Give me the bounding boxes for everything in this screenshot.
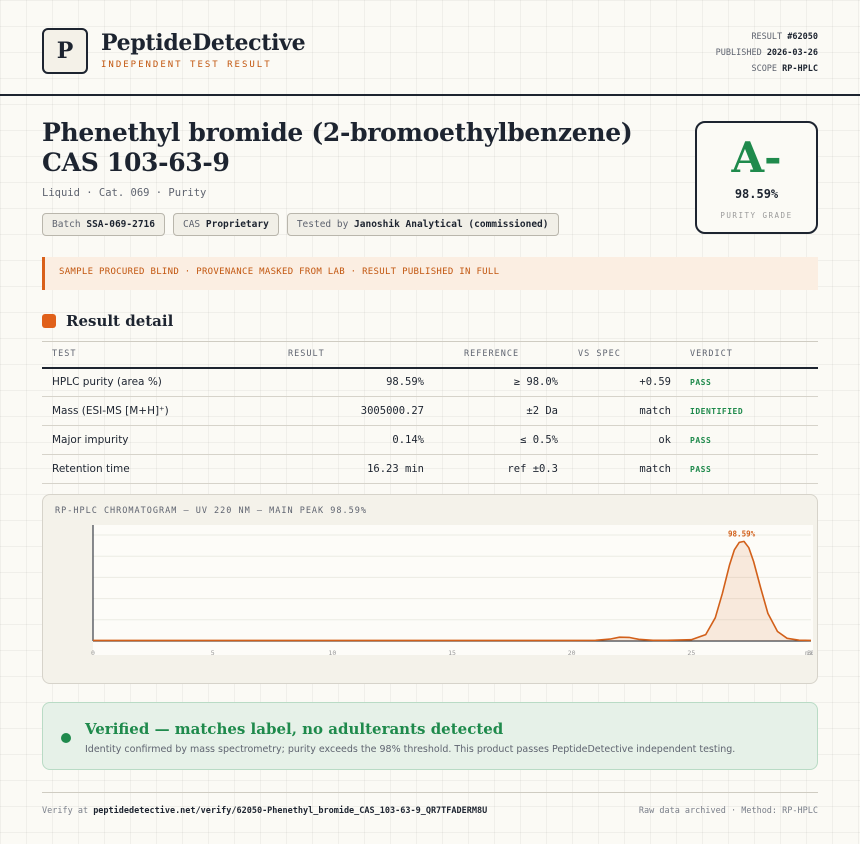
- product-title: Phenethyl bromide (2-bromoethylbenzene) …: [42, 118, 652, 178]
- footer-divider: [42, 792, 818, 793]
- table-row: Mass (ESI-MS [M+H]⁺) 3005000.27 ±2 Da ma…: [42, 396, 818, 426]
- col-verdict: VERDICT: [671, 341, 818, 369]
- footer-verify: Verify at peptidedetective.net/verify/62…: [42, 806, 487, 816]
- verdict-badge: PASS: [690, 378, 712, 388]
- cell-test: Retention time: [42, 454, 282, 484]
- scope-row: SCOPE RP-HPLC: [716, 61, 818, 77]
- chromatogram-chart: 0 5 10 15 20 25 30min 98.59%: [91, 525, 813, 657]
- grade-label: PURITY GRADE: [720, 211, 793, 220]
- table-row: Retention time 16.23 min ref ±0.3 match …: [42, 454, 818, 484]
- col-result: RESULT: [282, 341, 424, 369]
- grade-letter: A-: [731, 133, 782, 182]
- chip-value: Proprietary: [205, 219, 269, 230]
- chromatogram-area: [93, 541, 811, 641]
- product-subline: Liquid · Cat. 069 · Purity: [42, 187, 207, 199]
- section-title: Result detail: [42, 312, 173, 330]
- chip-value: Janoshik Analytical (commissioned): [354, 219, 549, 230]
- footer-method: Raw data archived · Method: RP-HPLC: [638, 806, 818, 816]
- table-header-row: TEST RESULT REFERENCE VS SPEC VERDICT: [42, 341, 818, 369]
- verified-dot-icon: [61, 733, 71, 743]
- scope-value: RP-HPLC: [782, 64, 818, 74]
- procurement-notice: SAMPLE PROCURED BLIND · PROVENANCE MASKE…: [42, 257, 818, 290]
- col-test: TEST: [42, 341, 282, 369]
- verify-link[interactable]: peptidedetective.net/verify/62050-Phenet…: [93, 806, 488, 816]
- col-vs-spec: VS SPEC: [558, 341, 671, 369]
- brand-logo[interactable]: P: [42, 28, 88, 74]
- cell-test: HPLC purity (area %): [42, 367, 282, 397]
- chip-label: Batch: [52, 219, 81, 230]
- grade-value: 98.59%: [734, 187, 779, 201]
- cell-reference: ref ±0.3: [424, 454, 558, 484]
- table-row: Major impurity 0.14% ≤ 0.5% ok PASS: [42, 425, 818, 455]
- x-tick-label: 0: [91, 649, 95, 657]
- cell-result: 98.59%: [282, 367, 424, 397]
- cell-result: 16.23 min: [282, 454, 424, 484]
- result-label: RESULT: [751, 32, 783, 42]
- table-row: HPLC purity (area %) 98.59% ≥ 98.0% +0.5…: [42, 367, 818, 397]
- chip-label: Tested by: [296, 219, 349, 230]
- purity-grade-card: A- 98.59% PURITY GRADE: [695, 121, 818, 234]
- brand-name: PeptideDetective: [101, 30, 306, 56]
- x-tick-label: 25: [687, 649, 695, 657]
- verified-title: Verified — matches label, no adulterants…: [85, 720, 504, 738]
- product-chips: Batch SSA-069-2716 CAS Proprietary Teste…: [42, 213, 559, 236]
- x-axis-unit: min: [805, 649, 813, 657]
- cell-reference: ≥ 98.0%: [424, 367, 558, 397]
- x-tick-label: 10: [328, 649, 336, 657]
- verify-label: Verify at: [42, 806, 89, 816]
- published-label: PUBLISHED: [715, 48, 762, 58]
- x-tick-label: 5: [211, 649, 215, 657]
- x-tick-label: 30: [807, 649, 813, 657]
- scope-label: SCOPE: [751, 64, 778, 74]
- plot-background: [93, 525, 813, 655]
- x-tick-label: 20: [568, 649, 576, 657]
- result-number-row: RESULT #62050: [716, 29, 818, 45]
- verified-text: Identity confirmed by mass spectrometry;…: [85, 744, 736, 755]
- cell-test: Major impurity: [42, 425, 282, 455]
- batch-chip: Batch SSA-069-2716: [42, 213, 165, 236]
- result-value: #62050: [787, 32, 818, 42]
- cell-test: Mass (ESI-MS [M+H]⁺): [42, 396, 282, 426]
- cell-reference: ≤ 0.5%: [424, 425, 558, 455]
- cell-vs-spec: ok: [558, 425, 671, 455]
- published-row: PUBLISHED 2026-03-26: [716, 45, 818, 61]
- brand-subtitle: INDEPENDENT TEST RESULT: [101, 60, 272, 70]
- verdict-badge: IDENTIFIED: [690, 407, 744, 416]
- section-square-icon: [42, 314, 56, 328]
- cell-vs-spec: +0.59: [558, 367, 671, 397]
- section-title-text: Result detail: [66, 312, 174, 330]
- cas-chip: CAS Proprietary: [172, 213, 279, 236]
- peak-label: 98.59%: [728, 529, 756, 538]
- result-table: TEST RESULT REFERENCE VS SPEC VERDICT HP…: [42, 341, 818, 484]
- cell-result: 3005000.27: [282, 396, 424, 426]
- page-header: P PeptideDetective INDEPENDENT TEST RESU…: [0, 0, 860, 96]
- product-title-line1: Phenethyl bromide (2-bromoethylbenzene): [42, 118, 633, 147]
- product-title-line2: CAS 103-63-9: [42, 148, 230, 177]
- chromatogram-card: RP-HPLC CHROMATOGRAM — UV 220 NM — MAIN …: [42, 494, 818, 684]
- x-tick-label: 15: [448, 649, 456, 657]
- published-value: 2026-03-26: [766, 48, 818, 58]
- chart-title: RP-HPLC CHROMATOGRAM — UV 220 NM — MAIN …: [55, 506, 367, 516]
- chip-value: SSA-069-2716: [86, 219, 155, 230]
- verdict-badge: PASS: [690, 436, 712, 445]
- cell-reference: ±2 Da: [424, 396, 558, 426]
- verified-banner: Verified — matches label, no adulterants…: [42, 702, 818, 770]
- tested-by-chip: Tested by Janoshik Analytical (commissio…: [286, 213, 559, 236]
- cell-vs-spec: match: [558, 454, 671, 484]
- chromatogram-series-line: [93, 540, 812, 642]
- verdict-badge: PASS: [690, 465, 712, 474]
- cell-result: 0.14%: [282, 425, 424, 455]
- chip-label: CAS: [182, 219, 201, 230]
- cell-vs-spec: match: [558, 396, 671, 426]
- result-meta: RESULT #62050 PUBLISHED 2026-03-26 SCOPE…: [716, 29, 818, 77]
- col-reference: REFERENCE: [424, 341, 558, 369]
